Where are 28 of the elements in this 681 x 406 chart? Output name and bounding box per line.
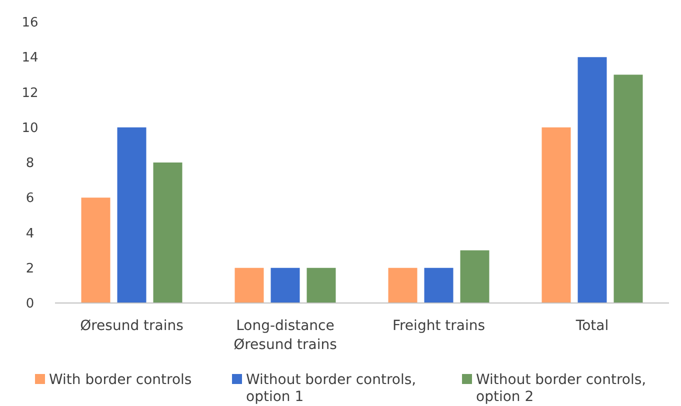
bar: [424, 268, 454, 303]
bar: [542, 127, 571, 303]
y-tick-label: 10: [22, 120, 38, 136]
bar: [306, 268, 336, 303]
y-tick-label: 2: [26, 261, 34, 276]
legend-label: With border controls: [49, 372, 192, 388]
bar: [117, 127, 146, 303]
bar: [460, 250, 490, 303]
bar: [614, 74, 643, 303]
bar: [388, 268, 418, 303]
x-tick-label: Total: [574, 318, 609, 334]
legend-label: Without border controls, option 2: [476, 372, 646, 405]
y-tick-label: 8: [26, 156, 34, 172]
bar: [153, 162, 182, 303]
y-tick-label: 16: [22, 16, 38, 31]
x-tick-label: Freight trains: [392, 318, 486, 334]
x-tick-label: Øresund trains: [80, 318, 184, 334]
y-tick-label: 12: [22, 86, 38, 101]
bar: [234, 268, 264, 303]
bar: [270, 268, 300, 303]
bar: [81, 198, 110, 303]
x-tick-label: Long-distance Øresund trains: [234, 318, 337, 353]
y-tick-label: 14: [22, 50, 38, 66]
y-tick-label: 0: [26, 296, 34, 312]
y-tick-label: 6: [26, 191, 34, 206]
legend-label: Without border controls, option 1: [246, 372, 416, 405]
y-tick-label: 4: [26, 226, 34, 242]
bar: [578, 57, 607, 303]
